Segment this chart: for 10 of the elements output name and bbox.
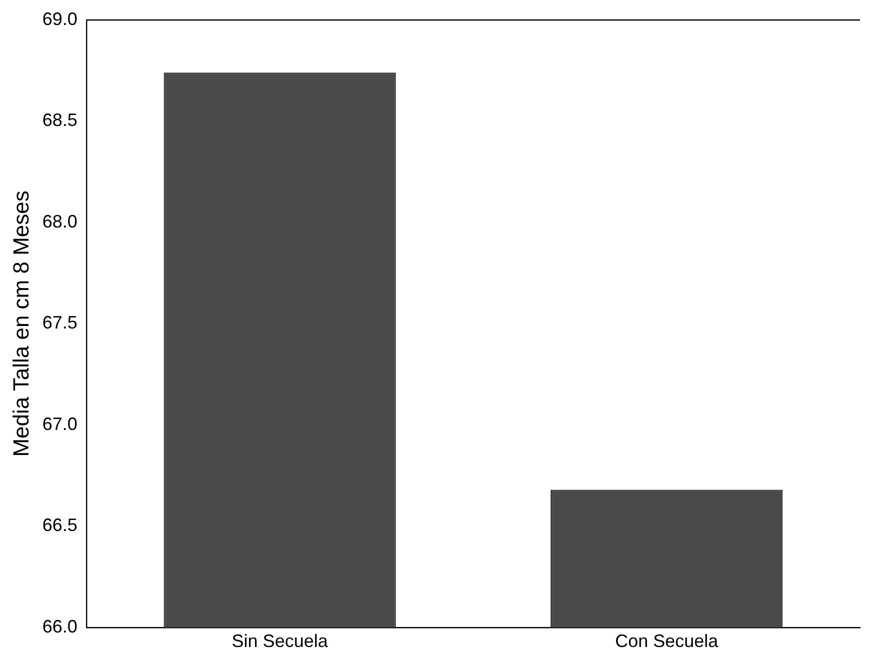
x-tick-label: Con Secuela xyxy=(615,631,720,652)
y-axis-title: Media Talla en cm 8 Meses xyxy=(8,190,34,457)
y-tick-label: 66.5 xyxy=(42,515,78,536)
y-tick-label: 68.5 xyxy=(42,110,78,130)
y-tick-label: 66.0 xyxy=(42,616,78,636)
y-tick-label: 67.5 xyxy=(42,312,78,333)
x-tick-label: Sin Secuela xyxy=(232,631,329,652)
y-tick-label: 68.0 xyxy=(42,211,78,232)
y-tick-label: 69.0 xyxy=(42,8,78,29)
y-tick-label: 67.0 xyxy=(42,414,78,434)
